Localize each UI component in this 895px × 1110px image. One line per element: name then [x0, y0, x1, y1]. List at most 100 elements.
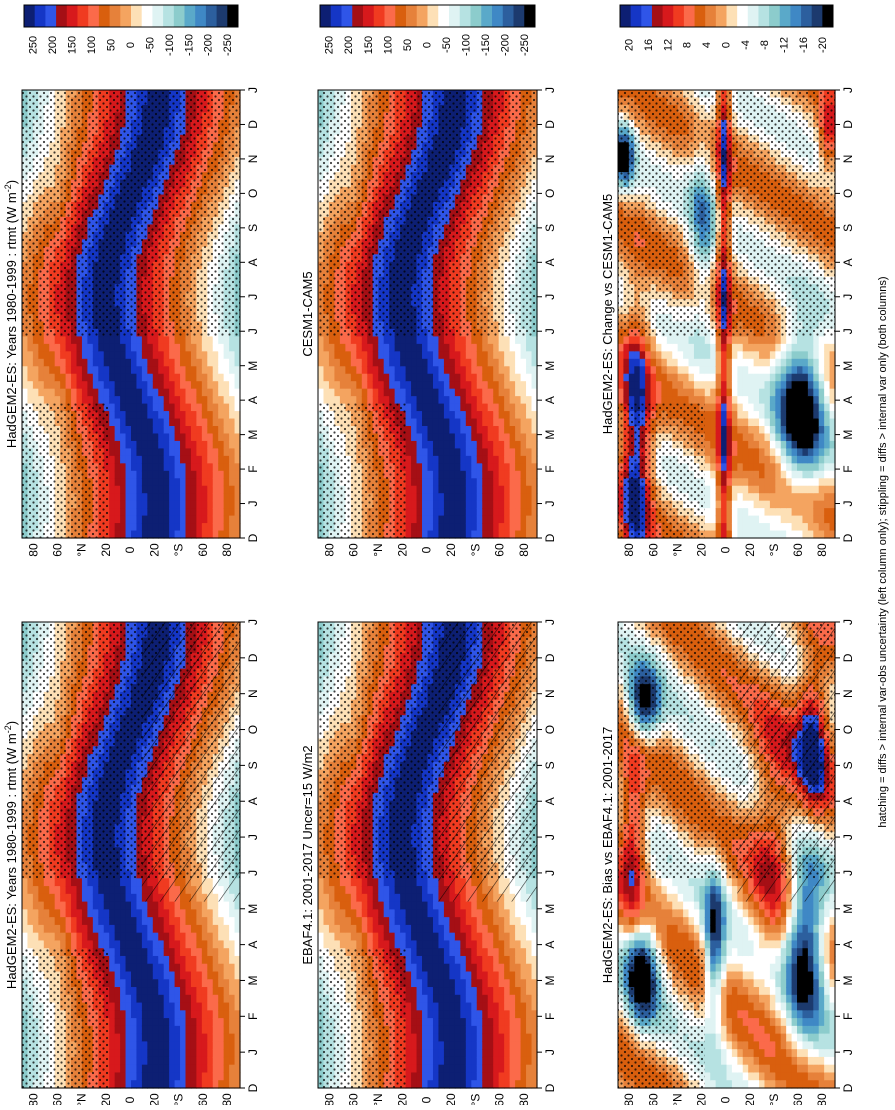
heat-cell [164, 948, 170, 956]
heat-cell [115, 419, 121, 427]
heat-cell [126, 878, 132, 886]
heat-cell [82, 902, 88, 910]
heat-cell [224, 381, 230, 389]
heat-cell [191, 426, 197, 434]
heat-cell [158, 486, 164, 494]
heat-cell [175, 995, 181, 1003]
heat-cell [104, 902, 110, 910]
heat-cell [87, 886, 93, 894]
heat-cell [180, 456, 186, 464]
heat-cell [136, 478, 142, 486]
heat-cell [126, 516, 132, 524]
heat-cell [213, 964, 219, 972]
heat-cell [147, 1003, 153, 1011]
heat-cell [169, 508, 175, 516]
heat-cell [318, 886, 324, 894]
heat-cell [191, 1049, 197, 1057]
heat-cell [22, 925, 28, 933]
heat-cell [136, 501, 142, 509]
heat-cell [115, 1018, 121, 1026]
heat-cell [87, 917, 93, 925]
heat-cell [164, 979, 170, 987]
month-label: F [246, 465, 260, 472]
heat-cell [158, 359, 164, 367]
heat-cell [186, 995, 192, 1003]
heat-cell [136, 359, 142, 367]
heat-cell [175, 351, 181, 359]
heat-cell [218, 389, 224, 397]
heat-cell [158, 1003, 164, 1011]
heat-cell [104, 925, 110, 933]
heat-cell [120, 419, 126, 427]
heat-cell [202, 508, 208, 516]
heat-cell [180, 389, 186, 397]
heat-cell [153, 426, 159, 434]
heat-cell [158, 463, 164, 471]
heat-cell [207, 948, 213, 956]
heat-cell [120, 1049, 126, 1057]
heat-cell [120, 516, 126, 524]
heat-cell [49, 902, 55, 910]
heat-cell [60, 902, 66, 910]
heat-cell [93, 396, 99, 404]
heat-cell [136, 894, 142, 902]
heat-cell [126, 1065, 132, 1073]
heat-cell [109, 381, 115, 389]
heat-cell [147, 1049, 153, 1057]
heat-cell [27, 351, 33, 359]
heat-cell [77, 389, 83, 397]
heat-cell [202, 909, 208, 917]
heat-cell [115, 366, 121, 374]
heat-cell [229, 389, 235, 397]
heat-cell [175, 917, 181, 925]
heat-cell [66, 381, 72, 389]
heat-cell [175, 404, 181, 412]
heat-cell [147, 523, 153, 531]
heat-cell [229, 1041, 235, 1049]
heat-cell [136, 1057, 142, 1065]
heat-cell [71, 366, 77, 374]
heat-cell [142, 1034, 148, 1042]
heat-cell [186, 448, 192, 456]
heat-cell [142, 344, 148, 352]
heat-cell [213, 516, 219, 524]
heat-cell [218, 396, 224, 404]
heat-cell [191, 374, 197, 382]
heat-cell [213, 1049, 219, 1057]
heat-cell [55, 909, 61, 917]
heat-cell [33, 351, 39, 359]
heat-cell [82, 909, 88, 917]
heat-cell [120, 1018, 126, 1026]
heat-cell [218, 411, 224, 419]
heat-cell [153, 486, 159, 494]
heat-cell [153, 1010, 159, 1018]
heat-cell [213, 995, 219, 1003]
lat-label: °S [172, 1094, 186, 1105]
heat-cell [153, 531, 159, 539]
heat-cell [191, 508, 197, 516]
heat-cell [55, 925, 61, 933]
heat-cell [224, 933, 230, 941]
heat-cell [136, 995, 142, 1003]
heat-cell [131, 1010, 137, 1018]
heat-cell [229, 956, 235, 964]
heat-cell [142, 987, 148, 995]
heat-cell [136, 925, 142, 933]
heat-cell [180, 1049, 186, 1057]
heat-cell [186, 419, 192, 427]
heat-cell [131, 433, 137, 441]
colorbar-swatch [35, 5, 46, 27]
heat-cell [191, 1010, 197, 1018]
heat-cell [213, 940, 219, 948]
heat-cell [55, 389, 61, 397]
heat-cell [207, 426, 213, 434]
month-label: S [246, 761, 260, 769]
heat-cell [213, 471, 219, 479]
heat-cell [153, 933, 159, 941]
heat-cell [180, 979, 186, 987]
heat-cell [169, 404, 175, 412]
heat-cell [115, 878, 121, 886]
heat-cell [196, 471, 202, 479]
month-label: J [246, 501, 260, 507]
heat-cell [44, 396, 50, 404]
